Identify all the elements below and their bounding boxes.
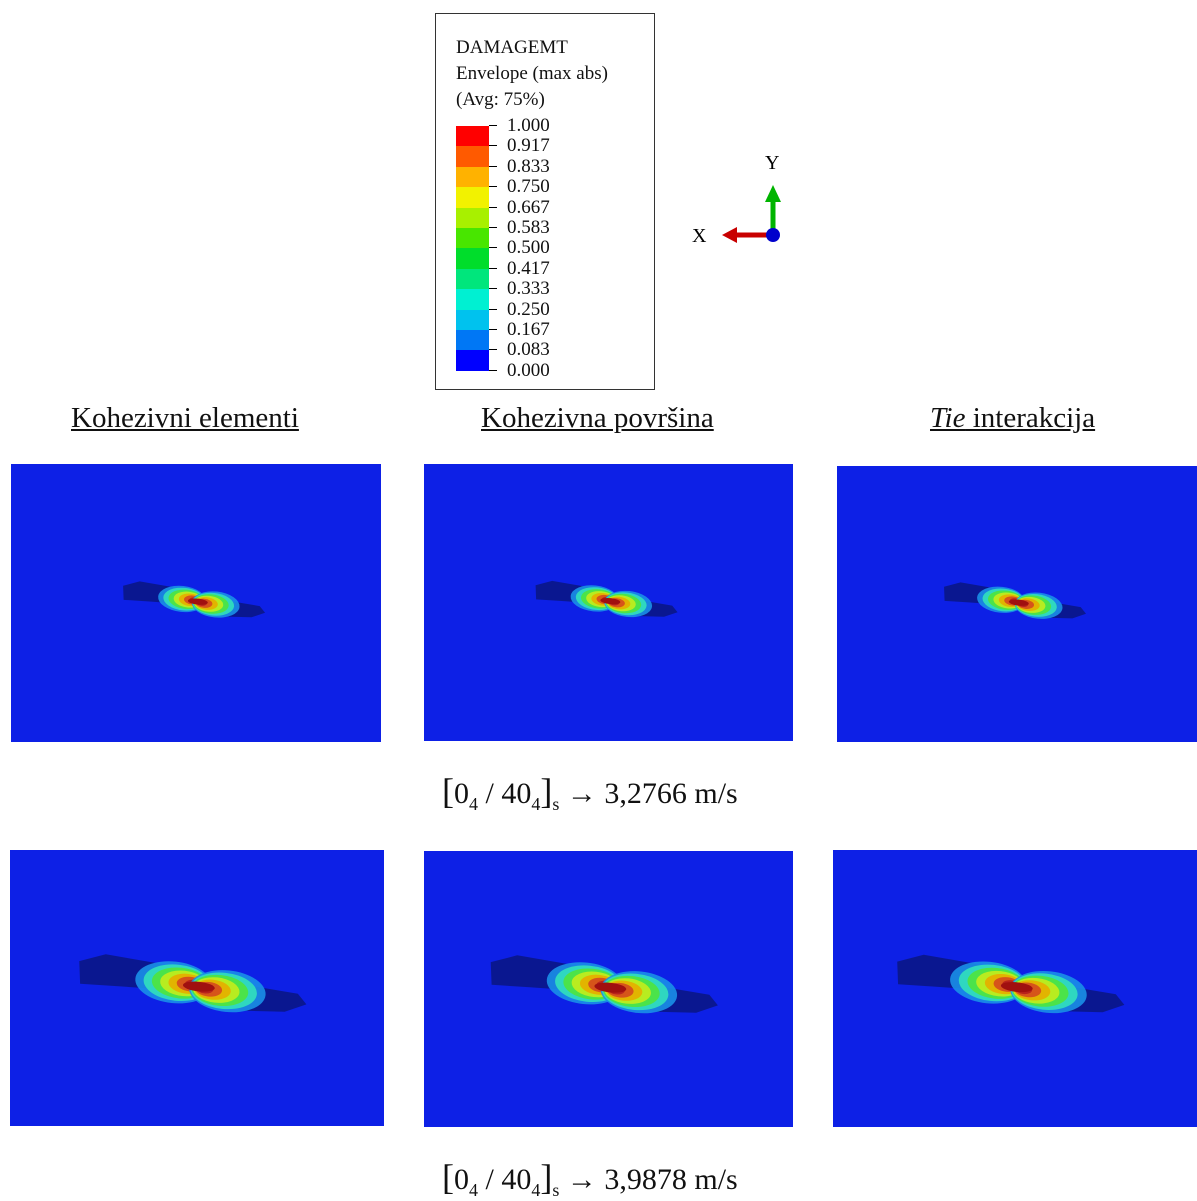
velocity-value: 3,2766 m/s [604, 777, 738, 810]
velocity-value: 3,9878 m/s [604, 1163, 738, 1196]
legend-tick-label: 0.833 [507, 155, 550, 177]
legend-color-cell [456, 166, 489, 188]
y-arrow-head [765, 185, 781, 202]
legend-color-cell [456, 126, 489, 147]
legend-tick-mark [489, 125, 497, 126]
legend-tick-label: 0.667 [507, 196, 550, 218]
damage-region [535, 580, 678, 618]
caption-row2: [04 / 404]s → 3,9878 m/s [442, 1157, 738, 1200]
column-label-cohesive-surface: Kohezivna površina [481, 402, 714, 434]
legend-color-cell [456, 187, 489, 208]
legend-color-cell [456, 309, 489, 330]
legend-tick-mark [489, 227, 497, 228]
panel-row1-tie-interaction [837, 466, 1197, 742]
arrow-symbol: → [566, 1163, 597, 1196]
legend-color-cell [456, 268, 489, 290]
panel-row2-cohesive-surface [424, 851, 793, 1127]
legend-tick-label: 0.750 [507, 176, 550, 198]
legend-tick-label: 0.167 [507, 319, 550, 340]
caption-row1: [04 / 404]s → 3,2766 m/s [442, 771, 738, 814]
max-damage-core [182, 981, 215, 992]
legend-tick-label: 0.083 [507, 339, 550, 361]
contour-plot [837, 466, 1197, 742]
legend-tick-mark [489, 267, 497, 269]
contour-plot [833, 850, 1197, 1127]
origin-dot [766, 228, 780, 242]
legend-tick-mark [489, 369, 497, 371]
damage-region [944, 582, 1087, 619]
legend-tick-mark [489, 145, 497, 147]
legend-tick-mark [489, 247, 497, 249]
legend-tick-mark [489, 165, 497, 167]
legend-tick-mark [489, 186, 497, 188]
legend-tick-label: 0.333 [507, 278, 550, 300]
legend-tick-label: 0.417 [507, 257, 550, 279]
legend-color-cell [456, 289, 489, 310]
legend-variable: DAMAGEMT [456, 37, 568, 58]
max-damage-core [600, 597, 621, 605]
legend-tick-mark [489, 288, 497, 290]
legend-envelope: Envelope (max abs) [456, 63, 608, 84]
interaction-text: interakcija [965, 402, 1096, 434]
legend-tick-label: 0.000 [507, 359, 550, 381]
damage-legend: DAMAGEMT Envelope (max abs) (Avg: 75%) 1… [435, 13, 655, 390]
panel-row2-cohesive-elements [10, 850, 384, 1126]
panel-row2-tie-interaction [833, 850, 1197, 1127]
legend-tick-label: 0.250 [507, 298, 550, 320]
panel-row1-cohesive-surface [424, 464, 793, 741]
legend-color-bar [456, 126, 489, 371]
contour-plot [424, 464, 793, 741]
damage-region [490, 955, 718, 1014]
arrow-symbol: → [566, 777, 597, 810]
max-damage-core [1000, 982, 1033, 993]
legend-tick-label: 0.500 [507, 237, 550, 259]
legend-tick-label: 1.000 [507, 115, 550, 136]
legend-tick-mark [489, 349, 497, 351]
axis-triad: X Y [680, 145, 800, 255]
legend-tick-mark [489, 329, 497, 330]
max-damage-core [594, 982, 627, 993]
legend-tick-mark [489, 206, 497, 208]
legend-tick-label: 0.917 [507, 135, 550, 157]
legend-tick-label: 0.583 [507, 217, 550, 238]
legend-tick-mark [489, 308, 497, 310]
contour-plot [11, 464, 381, 742]
legend-color-cell [456, 248, 489, 269]
legend-averaging: (Avg: 75%) [456, 89, 545, 110]
panel-row1-cohesive-elements [11, 464, 381, 742]
max-damage-core [1008, 599, 1029, 606]
x-arrow-head [722, 227, 737, 243]
legend-color-cell [456, 146, 489, 167]
column-label-cohesive-elements: Kohezivni elementi [71, 402, 299, 434]
damage-region [897, 954, 1125, 1014]
legend-color-cell [456, 227, 489, 249]
contour-plot [424, 851, 793, 1127]
legend-color-cell [456, 329, 489, 351]
legend-color-cell [456, 350, 489, 371]
max-damage-core [187, 598, 208, 605]
tie-italic: Tie [930, 402, 966, 434]
contour-plot [10, 850, 384, 1126]
column-label-tie-interaction: Tie interakcija [930, 402, 1095, 435]
legend-color-cell [456, 207, 489, 228]
damage-region [123, 581, 266, 618]
x-axis-label: X [692, 225, 707, 247]
y-axis-label: Y [765, 152, 779, 174]
damage-region [79, 954, 307, 1013]
